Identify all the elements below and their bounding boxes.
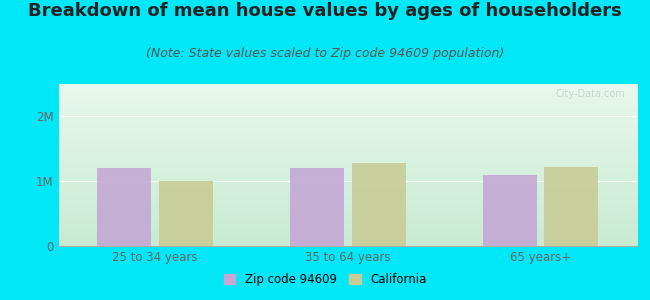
Text: (Note: State values scaled to Zip code 94609 population): (Note: State values scaled to Zip code 9… [146,46,504,59]
Text: Breakdown of mean house values by ages of householders: Breakdown of mean house values by ages o… [28,2,622,20]
Bar [483,175,537,246]
Text: City-Data.com: City-Data.com [556,89,625,99]
Legend: Zip code 94609, California: Zip code 94609, California [219,269,431,291]
Bar [97,168,151,246]
Bar [159,181,213,246]
Bar [352,163,406,246]
Bar [545,167,599,246]
Bar [290,168,344,246]
